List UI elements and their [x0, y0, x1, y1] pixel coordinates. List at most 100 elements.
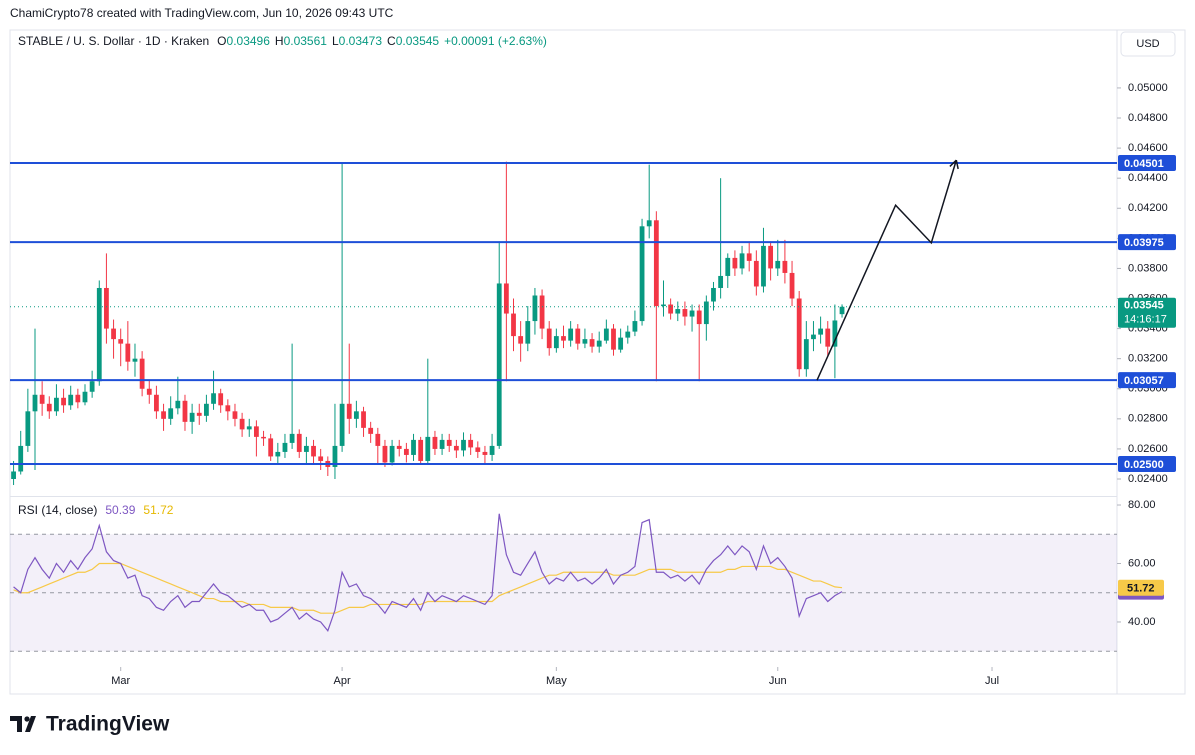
candle-body: [711, 287, 716, 302]
candle-body: [39, 394, 45, 404]
symbol: STABLE / U. S. Dollar · 1D · Kraken: [18, 34, 209, 48]
open-value: 0.03496: [227, 34, 271, 48]
candle-body: [468, 439, 474, 448]
candle-body: [368, 427, 374, 434]
projection-path: [816, 159, 958, 381]
arrow-head: [955, 159, 959, 170]
chart-frame: [9, 29, 1186, 695]
candle-body: [782, 260, 788, 273]
candle-body: [389, 445, 395, 463]
candle-body: [575, 328, 581, 344]
candle-body: [261, 436, 266, 439]
level-label: 0.04501: [1124, 158, 1164, 170]
rsi-badge: [1118, 579, 1164, 596]
candle-body: [696, 310, 702, 325]
candle-body: [353, 411, 359, 419]
y-tick-label: 0.04400: [1128, 172, 1168, 184]
currency-box[interactable]: [1120, 31, 1176, 57]
candle-body: [625, 331, 631, 338]
rsi-line: [13, 513, 843, 632]
candle-body: [432, 436, 438, 449]
candle-body: [503, 283, 509, 314]
candle-body: [761, 245, 766, 287]
level-label: 0.03057: [1124, 375, 1164, 387]
y-tick-label: 80.00: [1128, 499, 1156, 511]
rsi-title: RSI (14, close): [18, 503, 97, 517]
countdown: 14:16:17: [1124, 314, 1167, 326]
candle-body: [168, 408, 174, 419]
candle-body: [275, 451, 281, 457]
candle-body: [18, 445, 24, 472]
y-tick-label: 0.02800: [1128, 413, 1168, 425]
candle-body: [675, 309, 681, 314]
candle-body: [803, 339, 809, 370]
candle-body: [246, 426, 252, 430]
candle-body: [496, 283, 502, 446]
candle-body: [253, 426, 259, 437]
y-tick-label: 0.03200: [1128, 353, 1168, 365]
legend: STABLE / U. S. Dollar · 1D · Kraken O0.03…: [18, 34, 547, 48]
y-tick-label: 60.00: [1128, 557, 1156, 569]
candle-body: [718, 275, 724, 288]
x-tick-label: Jul: [985, 675, 999, 687]
candle-body: [125, 343, 131, 362]
candle-body: [32, 394, 38, 412]
candle-body: [11, 471, 16, 480]
candle-body: [618, 337, 624, 350]
header: ChamiCrypto78 created with TradingView.c…: [10, 6, 394, 20]
candle-body: [682, 309, 688, 317]
candle-body: [218, 393, 224, 406]
logo: [10, 716, 36, 732]
candle-body: [75, 394, 81, 403]
level-label: 0.03975: [1124, 237, 1164, 249]
candle-body: [89, 381, 95, 392]
candle-body: [839, 306, 845, 315]
currency[interactable]: USD: [1136, 38, 1159, 50]
candle-body: [768, 245, 774, 269]
candle-body: [318, 456, 324, 461]
candle-body: [811, 334, 816, 340]
candle-body: [753, 260, 759, 287]
candle-body: [539, 295, 545, 329]
candle-body: [553, 336, 559, 349]
y-tick-label: 0.04600: [1128, 142, 1168, 154]
candle-body: [154, 394, 159, 412]
candle-body: [525, 321, 531, 344]
rsi-value: 50.39: [105, 503, 135, 517]
candle-body: [311, 445, 316, 457]
close-value: 0.03545: [396, 34, 440, 48]
candle-body: [111, 328, 116, 340]
change: +0.00091 (+2.63%): [444, 34, 547, 48]
chart-layer: 0.024000.026000.028000.030000.032000.034…: [10, 82, 1176, 687]
candle-body: [546, 328, 552, 349]
candle-body: [104, 287, 109, 329]
rsi-badge-label: 51.72: [1127, 583, 1155, 595]
rsi-ma-value: 51.72: [143, 503, 173, 517]
candle-body: [611, 328, 616, 350]
low-value: 0.03473: [339, 34, 383, 48]
y-tick-label: 0.02400: [1128, 473, 1168, 485]
candle-body: [518, 336, 524, 344]
candle-body: [61, 397, 66, 406]
close-letter: C: [387, 34, 396, 48]
candle-body: [632, 321, 638, 332]
candle-body: [668, 304, 674, 314]
candle-body: [403, 448, 409, 455]
candle-body: [703, 301, 709, 325]
candle-body: [382, 445, 388, 463]
candle-body: [225, 405, 231, 412]
x-tick-label: May: [546, 675, 567, 687]
candle-body: [561, 336, 566, 341]
y-tick-label: 0.04200: [1128, 202, 1168, 214]
candle-body: [489, 445, 495, 455]
candle-body: [303, 445, 309, 452]
candle-body: [296, 433, 302, 452]
candle-body: [475, 447, 481, 452]
candle-body: [825, 328, 831, 347]
candle-body: [68, 394, 74, 406]
arrow-head: [949, 159, 957, 167]
y-tick-label: 0.03800: [1128, 262, 1168, 274]
candle-body: [739, 253, 745, 269]
